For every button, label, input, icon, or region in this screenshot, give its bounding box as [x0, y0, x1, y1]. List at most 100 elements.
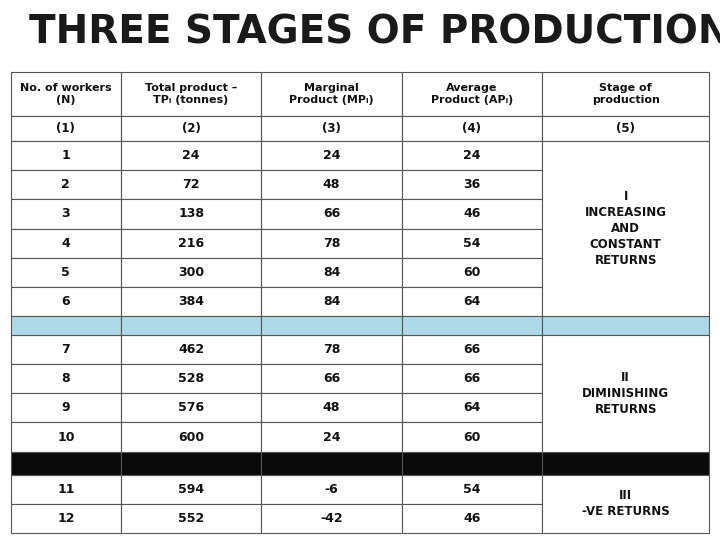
Bar — [11, 116, 121, 141]
Text: 84: 84 — [323, 295, 341, 308]
Bar — [402, 228, 542, 258]
Text: III
-VE RETURNS: III -VE RETURNS — [582, 489, 670, 518]
Text: 594: 594 — [178, 483, 204, 496]
Bar — [402, 141, 542, 170]
Bar — [261, 316, 402, 335]
Bar — [121, 335, 261, 364]
Text: 138: 138 — [178, 207, 204, 220]
Bar — [11, 141, 121, 170]
Text: 1: 1 — [61, 149, 71, 162]
Text: 7: 7 — [61, 343, 71, 356]
Bar — [11, 228, 121, 258]
Text: 6: 6 — [61, 295, 70, 308]
Bar — [261, 504, 402, 533]
Text: 528: 528 — [178, 373, 204, 386]
Bar — [261, 422, 402, 451]
Text: Marginal
Product (MPₗ): Marginal Product (MPₗ) — [289, 83, 374, 105]
Bar — [402, 72, 542, 116]
Text: 66: 66 — [464, 343, 480, 356]
Text: Average
Product (APₗ): Average Product (APₗ) — [431, 83, 513, 105]
Bar — [121, 141, 261, 170]
Bar — [11, 170, 121, 199]
Text: 576: 576 — [178, 401, 204, 414]
Bar — [261, 228, 402, 258]
Bar — [121, 170, 261, 199]
Bar — [542, 141, 709, 316]
Bar — [121, 287, 261, 316]
Bar — [11, 258, 121, 287]
Bar — [261, 72, 402, 116]
Bar — [11, 72, 121, 116]
Text: 54: 54 — [463, 237, 481, 249]
Text: -6: -6 — [325, 483, 338, 496]
Bar — [402, 422, 542, 451]
Bar — [261, 475, 402, 504]
Text: 66: 66 — [323, 373, 340, 386]
Bar — [261, 116, 402, 141]
Text: 9: 9 — [61, 401, 70, 414]
Text: 5: 5 — [61, 266, 71, 279]
Text: 600: 600 — [178, 430, 204, 443]
Text: (5): (5) — [616, 122, 635, 135]
Text: (4): (4) — [462, 122, 482, 135]
Bar — [402, 199, 542, 228]
Bar — [121, 228, 261, 258]
Bar — [261, 451, 402, 475]
Text: 10: 10 — [57, 430, 75, 443]
Text: 24: 24 — [463, 149, 481, 162]
Bar — [261, 287, 402, 316]
Bar — [121, 504, 261, 533]
Text: 48: 48 — [323, 401, 341, 414]
Bar — [402, 451, 542, 475]
Bar — [542, 316, 709, 335]
Text: 84: 84 — [323, 266, 341, 279]
Bar — [121, 72, 261, 116]
Text: 66: 66 — [464, 373, 480, 386]
Text: 24: 24 — [182, 149, 200, 162]
Text: 2: 2 — [61, 178, 71, 191]
Bar — [121, 316, 261, 335]
Text: No. of workers
(N): No. of workers (N) — [20, 83, 112, 105]
Bar — [402, 475, 542, 504]
Bar — [11, 287, 121, 316]
Text: (3): (3) — [322, 122, 341, 135]
Bar — [542, 451, 709, 475]
Text: 3: 3 — [61, 207, 70, 220]
Bar — [11, 316, 121, 335]
Text: 46: 46 — [463, 512, 481, 525]
Bar — [121, 199, 261, 228]
Bar — [261, 199, 402, 228]
Text: 11: 11 — [57, 483, 75, 496]
Text: I
INCREASING
AND
CONSTANT
RETURNS: I INCREASING AND CONSTANT RETURNS — [585, 190, 667, 267]
Text: 54: 54 — [463, 483, 481, 496]
Bar — [402, 170, 542, 199]
Bar — [261, 335, 402, 364]
Text: 66: 66 — [323, 207, 340, 220]
Bar — [542, 116, 709, 141]
Bar — [402, 258, 542, 287]
Bar — [11, 504, 121, 533]
Text: (1): (1) — [56, 122, 76, 135]
Text: 462: 462 — [178, 343, 204, 356]
Text: (2): (2) — [181, 122, 201, 135]
Bar — [121, 475, 261, 504]
Bar — [402, 393, 542, 422]
Text: 46: 46 — [463, 207, 481, 220]
Bar — [11, 199, 121, 228]
Bar — [121, 393, 261, 422]
Bar — [542, 335, 709, 451]
Text: 24: 24 — [323, 430, 341, 443]
Text: 64: 64 — [463, 295, 481, 308]
Bar — [402, 335, 542, 364]
Text: 384: 384 — [178, 295, 204, 308]
Text: 216: 216 — [178, 237, 204, 249]
Text: 78: 78 — [323, 343, 341, 356]
Text: 60: 60 — [463, 266, 481, 279]
Text: 8: 8 — [61, 373, 70, 386]
Text: 64: 64 — [463, 401, 481, 414]
Bar — [261, 258, 402, 287]
Bar — [542, 475, 709, 533]
Bar — [542, 72, 709, 116]
Text: 36: 36 — [464, 178, 480, 191]
Text: 4: 4 — [61, 237, 71, 249]
